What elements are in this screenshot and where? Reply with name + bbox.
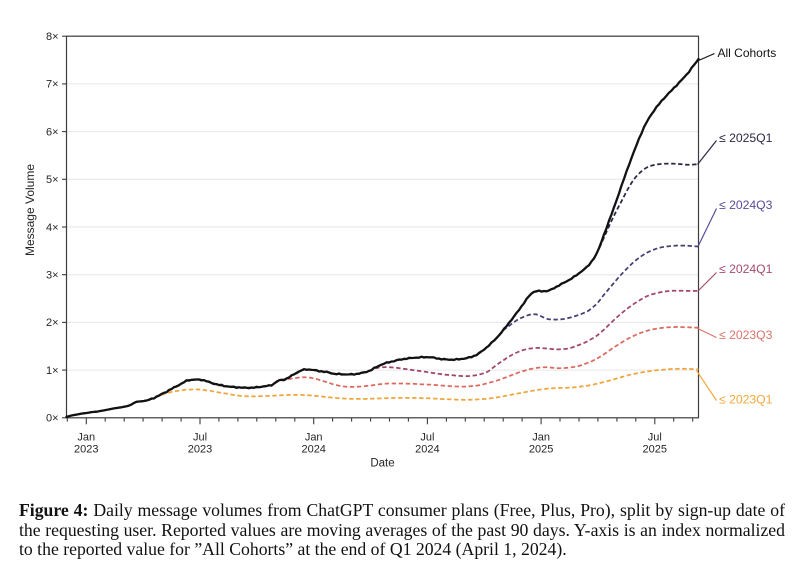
svg-text:Message Volume: Message Volume [23, 164, 37, 256]
svg-text:≤ 2023Q3: ≤ 2023Q3 [719, 328, 773, 342]
svg-text:7×: 7× [46, 79, 59, 91]
svg-text:2024: 2024 [415, 444, 439, 456]
svg-text:8×: 8× [46, 31, 59, 43]
svg-text:2025: 2025 [643, 444, 667, 456]
svg-text:2023: 2023 [188, 444, 212, 456]
svg-text:Jan: Jan [77, 432, 95, 444]
svg-text:6×: 6× [46, 126, 59, 138]
svg-text:4×: 4× [46, 222, 59, 234]
svg-text:≤ 2025Q1: ≤ 2025Q1 [719, 131, 773, 145]
svg-text:1×: 1× [46, 365, 59, 377]
svg-text:All Cohorts: All Cohorts [718, 46, 777, 60]
svg-text:2024: 2024 [301, 444, 325, 456]
svg-text:Date: Date [370, 458, 394, 470]
svg-text:≤ 2024Q3: ≤ 2024Q3 [719, 198, 773, 212]
svg-text:Jul: Jul [648, 432, 662, 444]
svg-text:≤ 2024Q1: ≤ 2024Q1 [719, 262, 773, 276]
svg-text:2025: 2025 [529, 444, 553, 456]
svg-text:0×: 0× [46, 413, 59, 425]
svg-text:Jul: Jul [420, 432, 434, 444]
svg-text:≤ 2023Q1: ≤ 2023Q1 [719, 393, 773, 407]
svg-text:2×: 2× [46, 317, 59, 329]
svg-text:5×: 5× [46, 174, 59, 186]
svg-text:2023: 2023 [74, 444, 98, 456]
svg-text:3×: 3× [46, 270, 59, 282]
svg-text:Jan: Jan [532, 432, 550, 444]
svg-text:Jul: Jul [193, 432, 207, 444]
svg-text:Jan: Jan [305, 432, 323, 444]
